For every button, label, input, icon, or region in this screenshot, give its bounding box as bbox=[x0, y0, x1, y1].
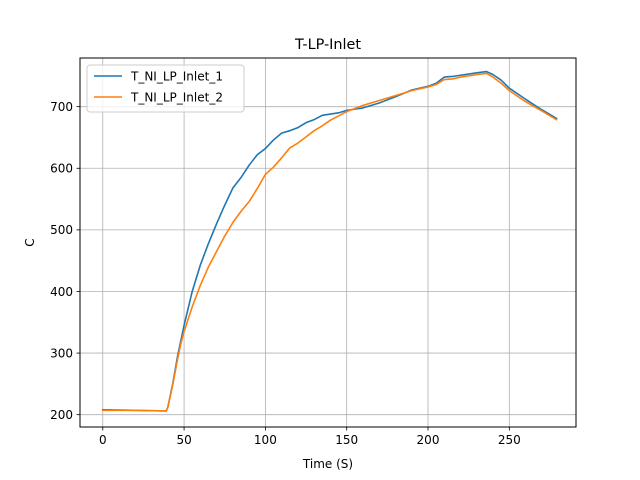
plot-frame bbox=[79, 57, 577, 428]
legend-label-1: T_NI_LP_Inlet_1 bbox=[130, 70, 223, 84]
y-axis-ticks: 200 300 400 500 600 700 bbox=[50, 100, 80, 422]
y-tick-label: 500 bbox=[50, 223, 73, 237]
x-axis-label: Time (S) bbox=[302, 457, 353, 471]
chart-title: T-LP-Inlet bbox=[294, 37, 361, 53]
series-line-1 bbox=[101, 70, 558, 412]
legend: T_NI_LP_Inlet_1 T_NI_LP_Inlet_2 bbox=[86, 64, 245, 113]
y-tick-label: 600 bbox=[50, 162, 73, 176]
x-tick-label: 150 bbox=[335, 433, 358, 447]
x-tick-label: 0 bbox=[99, 433, 107, 447]
y-tick-label: 400 bbox=[50, 285, 73, 299]
x-tick-label: 50 bbox=[176, 433, 191, 447]
series-lines bbox=[101, 70, 558, 412]
x-tick-label: 250 bbox=[498, 433, 521, 447]
x-axis-ticks: 0 50 100 150 200 250 bbox=[99, 427, 521, 447]
legend-label-2: T_NI_LP_Inlet_2 bbox=[130, 91, 223, 105]
x-tick-label: 200 bbox=[417, 433, 440, 447]
legend-box bbox=[86, 64, 245, 113]
y-tick-label: 700 bbox=[50, 100, 73, 114]
x-tick-label: 100 bbox=[254, 433, 277, 447]
grid bbox=[80, 58, 576, 427]
y-axis-label: C bbox=[23, 238, 37, 246]
series-line-2 bbox=[101, 72, 558, 412]
y-tick-label: 200 bbox=[50, 408, 73, 422]
y-tick-label: 300 bbox=[50, 346, 73, 360]
